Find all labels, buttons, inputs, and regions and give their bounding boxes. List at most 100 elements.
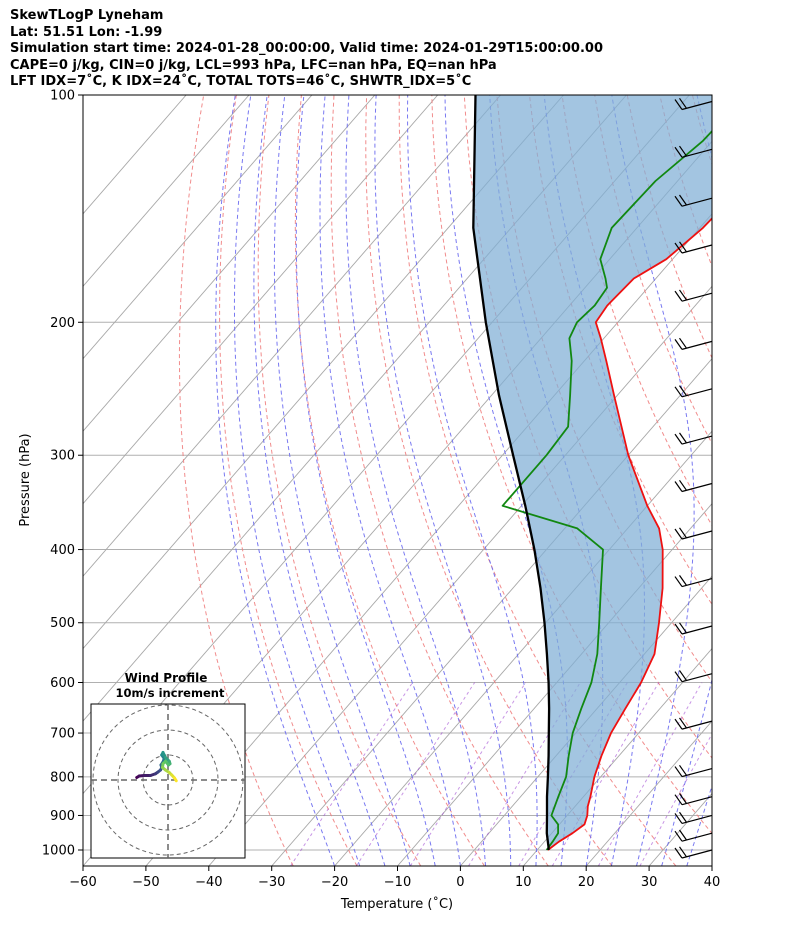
barb-shaft bbox=[681, 577, 713, 588]
barb-flag bbox=[679, 385, 687, 396]
moist-adiabat bbox=[319, 95, 461, 866]
barb-flag bbox=[679, 194, 687, 206]
x-tick-label: 40 bbox=[704, 875, 721, 890]
chart-title: SkewTLogP Lyneham bbox=[10, 8, 164, 23]
isotherm-line bbox=[83, 95, 313, 360]
barb-shaft bbox=[681, 832, 713, 842]
wind-barb bbox=[674, 622, 713, 635]
barb-flag bbox=[679, 337, 687, 349]
dewpoint-line bbox=[501, 129, 712, 851]
barb-flag bbox=[674, 528, 683, 540]
barb-flag bbox=[674, 576, 683, 587]
hodograph-segment bbox=[173, 776, 178, 783]
isotherm-line bbox=[83, 95, 439, 505]
x-tick-label: 0 bbox=[456, 875, 464, 890]
dry-adiabat bbox=[330, 95, 549, 866]
barb-flag bbox=[674, 99, 683, 110]
wind-barb bbox=[674, 241, 713, 254]
hodograph-subtitle: 10m/s increment bbox=[116, 686, 225, 700]
wind-barb bbox=[674, 289, 713, 302]
isotherm-line bbox=[83, 95, 250, 287]
moist-adiabat bbox=[611, 95, 695, 866]
dry-adiabat bbox=[257, 95, 422, 866]
barb-flag bbox=[679, 479, 687, 491]
wind-barb bbox=[674, 846, 713, 859]
barb-flag bbox=[674, 433, 683, 445]
y-tick-label: 500 bbox=[50, 616, 75, 631]
mixing-ratio-line bbox=[355, 682, 476, 866]
cin-shaded-area bbox=[473, 95, 712, 850]
barb-flag bbox=[674, 718, 683, 730]
barb-flag bbox=[674, 847, 683, 859]
barb-flag bbox=[679, 829, 687, 841]
barb-flag bbox=[679, 575, 687, 586]
moist-adiabat bbox=[686, 784, 712, 866]
dry-adiabat bbox=[790, 95, 794, 866]
x-tick-label: −20 bbox=[321, 875, 348, 890]
barb-flag bbox=[674, 146, 683, 158]
wind-barbs bbox=[674, 97, 713, 859]
x-axis-label: Temperature (˚C) bbox=[340, 896, 453, 912]
barb-flag bbox=[674, 242, 683, 254]
profiles bbox=[472, 95, 712, 851]
wind-barb bbox=[674, 337, 713, 350]
barb-shaft bbox=[681, 197, 713, 207]
barb-flag bbox=[674, 386, 683, 398]
y-tick-label: 900 bbox=[50, 809, 75, 824]
barb-flag bbox=[674, 339, 683, 350]
x-tick-label: 10 bbox=[515, 875, 532, 890]
wind-barb bbox=[674, 432, 713, 445]
wind-barb bbox=[674, 145, 713, 158]
wind-barb bbox=[674, 194, 713, 207]
y-tick-label: 400 bbox=[50, 543, 75, 558]
mixing-ratio-line bbox=[597, 682, 703, 866]
wind-barb bbox=[674, 479, 713, 493]
barb-shaft bbox=[681, 814, 713, 825]
mixing-ratio-line bbox=[409, 682, 527, 866]
barb-flag bbox=[674, 671, 683, 682]
wind-barb bbox=[674, 793, 713, 806]
dry-adiabat bbox=[294, 95, 485, 866]
barb-flag bbox=[679, 97, 687, 109]
barb-shaft bbox=[681, 849, 713, 859]
y-axis: 100 200 300 400 500 600 700 800 900 1000 bbox=[42, 89, 83, 859]
barb-flag bbox=[674, 830, 683, 842]
barb-shaft bbox=[681, 482, 713, 493]
dry-adiabat bbox=[594, 95, 712, 445]
moist-adiabat bbox=[737, 95, 794, 866]
wind-barb bbox=[674, 575, 713, 588]
barb-shaft bbox=[681, 388, 713, 398]
wind-barb bbox=[674, 829, 713, 842]
moist-adiabat bbox=[711, 864, 712, 866]
barb-shaft bbox=[681, 292, 713, 302]
x-tick-label: −50 bbox=[132, 875, 159, 890]
isotherm-line bbox=[397, 502, 712, 866]
barb-flag bbox=[674, 481, 683, 492]
isotherm-line bbox=[522, 647, 712, 866]
barb-shaft bbox=[681, 796, 713, 806]
y-tick-label: 1000 bbox=[42, 844, 75, 859]
isotherm-line bbox=[83, 95, 564, 650]
temperature-line bbox=[547, 217, 712, 851]
y-tick-label: 300 bbox=[50, 449, 75, 464]
barb-flag bbox=[679, 241, 687, 253]
barb-flag bbox=[679, 432, 687, 444]
wind-barb bbox=[674, 764, 713, 778]
dry-adiabat bbox=[725, 95, 794, 866]
barb-flag bbox=[674, 794, 683, 806]
chart-header: SkewTLogP Lyneham Lat: 51.51 Lon: -1.99 … bbox=[10, 8, 603, 91]
hodograph: Wind Profile 10m/s increment bbox=[90, 671, 246, 859]
barb-shaft bbox=[681, 720, 713, 730]
barb-flag bbox=[679, 289, 687, 301]
wind-barb bbox=[674, 811, 713, 825]
x-tick-label: 30 bbox=[641, 875, 658, 890]
wind-barb bbox=[674, 717, 713, 730]
moist-adiabat bbox=[345, 95, 487, 866]
barb-flag bbox=[674, 290, 683, 302]
x-tick-label: −10 bbox=[384, 875, 411, 890]
barb-shaft bbox=[681, 148, 713, 158]
x-tick-label: −60 bbox=[69, 875, 96, 890]
indices-line-1: CAPE=0 j/kg, CIN=0 j/kg, LCL=993 hPa, LF… bbox=[10, 57, 497, 73]
moist-adiabat bbox=[295, 95, 436, 866]
